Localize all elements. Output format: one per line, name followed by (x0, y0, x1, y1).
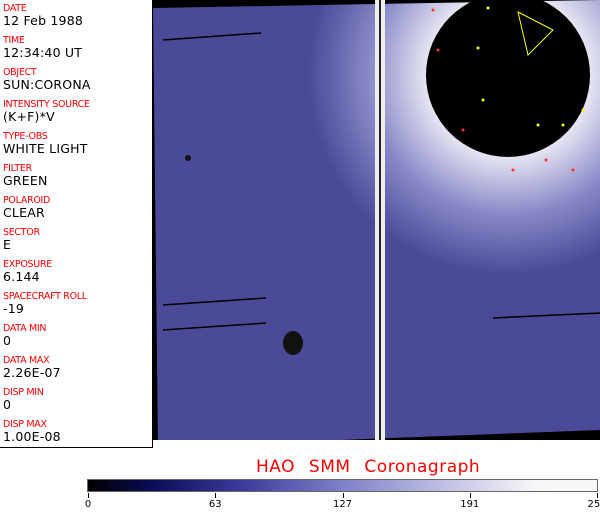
info-value: 12 Feb 1988 (3, 13, 83, 28)
info-label: POLAROID (3, 195, 51, 206)
colorbar-tick (342, 493, 344, 498)
colorbar-tick (215, 493, 217, 498)
info-label: SPACECRAFT ROLL (3, 291, 87, 302)
colorbar-tick-label: 255 (587, 499, 600, 510)
info-value: 12:34:40 UT (3, 45, 83, 60)
info-value: GREEN (3, 173, 48, 188)
info-label: DISP MIN (3, 387, 44, 398)
colorbar-tick (469, 493, 471, 498)
info-value: 1.00E-08 (3, 429, 61, 444)
info-value: 2.26E-07 (3, 365, 61, 380)
info-label: OBJECT (3, 67, 37, 78)
info-label: DATE (3, 3, 27, 14)
plot-title: HAO SMM Coronagraph (256, 457, 481, 477)
info-value: 0 (3, 397, 12, 412)
colorbar-tick-label: 127 (332, 499, 353, 510)
info-value: SUN:CORONA (3, 77, 91, 92)
info-value: CLEAR (3, 205, 45, 220)
info-value: E (3, 237, 12, 252)
colorbar-tick (88, 493, 89, 498)
info-value: (K+F)*V (3, 109, 55, 124)
grid-markers (431, 6, 585, 172)
colorbar (87, 479, 598, 492)
colorbar-tick-label: 191 (460, 499, 480, 510)
info-value: 0 (3, 333, 12, 348)
info-value: -19 (3, 301, 25, 316)
colorbar-tick-label: 63 (208, 499, 222, 510)
colorbar-tick (597, 493, 598, 498)
info-label: INTENSITY SOURCE (3, 99, 90, 110)
info-label: TYPE-OBS (3, 131, 48, 142)
info-label: SECTOR (3, 227, 40, 238)
info-value: WHITE LIGHT (3, 141, 88, 156)
info-label: FILTER (3, 163, 32, 174)
info-panel: DATE 12 Feb 1988 TIME 12:34:40 UT OBJECT S… (0, 0, 153, 448)
coronagraph-image (153, 0, 600, 447)
info-label: DATA MIN (3, 323, 47, 334)
info-label: DISP MAX (3, 419, 47, 430)
info-label: EXPOSURE (3, 259, 52, 270)
info-value: 6.144 (3, 269, 40, 284)
info-label: DATA MAX (3, 355, 50, 366)
info-label: TIME (3, 35, 25, 46)
colorbar-tick-label: 0 (84, 499, 92, 510)
